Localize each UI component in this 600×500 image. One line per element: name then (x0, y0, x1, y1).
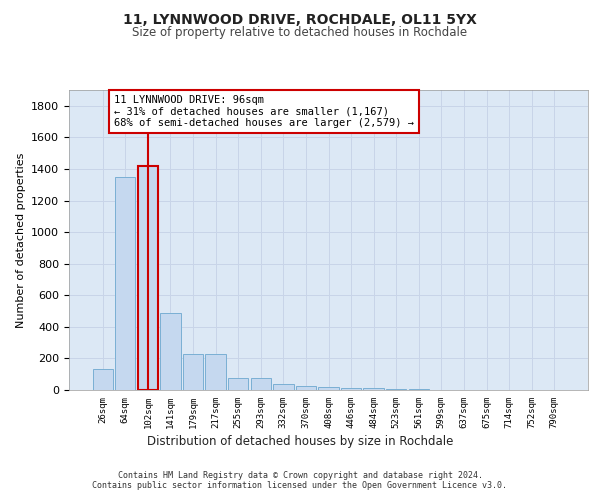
Text: Distribution of detached houses by size in Rochdale: Distribution of detached houses by size … (147, 435, 453, 448)
Text: 11 LYNNWOOD DRIVE: 96sqm
← 31% of detached houses are smaller (1,167)
68% of sem: 11 LYNNWOOD DRIVE: 96sqm ← 31% of detach… (114, 94, 414, 128)
Bar (92, 370, 113, 390)
Text: 11, LYNNWOOD DRIVE, ROCHDALE, OL11 5YX: 11, LYNNWOOD DRIVE, ROCHDALE, OL11 5YX (123, 12, 477, 26)
Text: Size of property relative to detached houses in Rochdale: Size of property relative to detached ho… (133, 26, 467, 39)
Bar (364, 388, 384, 390)
Text: Contains HM Land Registry data © Crown copyright and database right 2024.
Contai: Contains HM Land Registry data © Crown c… (92, 470, 508, 490)
Bar (341, 388, 361, 390)
Bar (386, 389, 406, 390)
Bar (115, 177, 136, 390)
Bar (319, 387, 338, 390)
Bar (205, 354, 226, 390)
Bar (138, 166, 158, 390)
Bar (160, 312, 181, 390)
Y-axis label: Number of detached properties: Number of detached properties (16, 152, 26, 328)
Bar (228, 378, 248, 390)
Bar (183, 354, 203, 390)
Bar (251, 378, 271, 390)
Bar (273, 384, 293, 390)
Bar (296, 386, 316, 390)
